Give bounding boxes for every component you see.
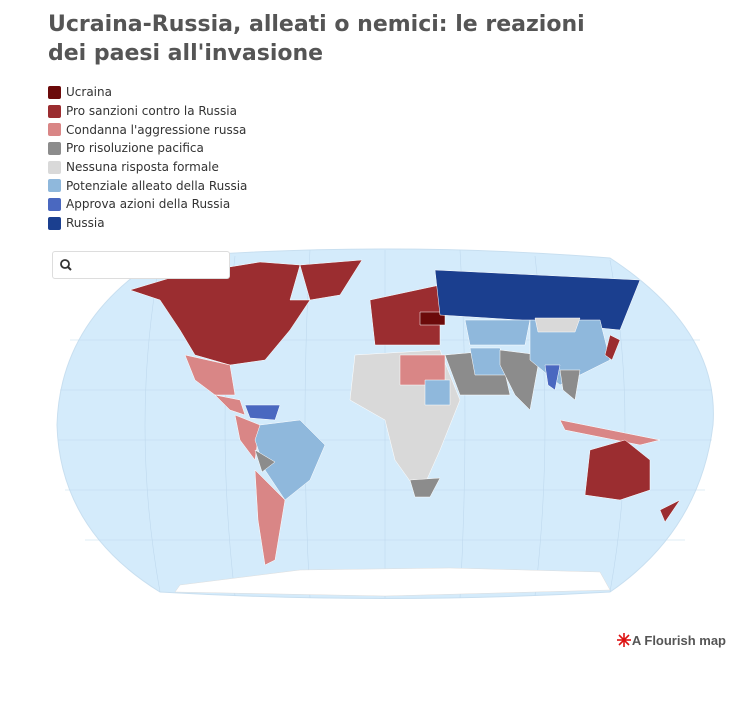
country[interactable] (254, 449, 276, 473)
country[interactable] (129, 261, 311, 366)
search-box[interactable] (52, 251, 230, 279)
flourish-logo (616, 633, 631, 647)
legend-item[interactable]: Russia (48, 214, 247, 233)
legend-label: Ucraina (66, 85, 112, 100)
country[interactable] (244, 404, 281, 421)
country[interactable] (214, 394, 246, 416)
country[interactable] (369, 284, 441, 346)
legend-swatch (48, 141, 61, 155)
legend-label: Russia (66, 216, 105, 231)
legend-item[interactable]: Pro sanzioni contro la Russia (48, 102, 247, 121)
legend-swatch (48, 123, 61, 137)
legend-label: Pro sanzioni contro la Russia (66, 104, 237, 119)
country[interactable] (254, 469, 286, 566)
credit[interactable]: A Flourish map (616, 632, 726, 648)
country[interactable] (559, 419, 661, 446)
legend-item[interactable]: Pro risoluzione pacifica (48, 139, 247, 158)
legend-item[interactable]: Condanna l'aggressione russa (48, 120, 247, 139)
legend-swatch (48, 197, 61, 211)
country[interactable] (544, 364, 561, 391)
legend-label: Pro risoluzione pacifica (66, 141, 204, 156)
country[interactable] (604, 334, 621, 361)
country[interactable] (464, 319, 531, 346)
legend-label: Approva azioni della Russia (66, 197, 231, 212)
countries (129, 259, 681, 597)
legend-swatch (48, 104, 61, 118)
title: Ucraina-Russia, alleati o nemici: le rea… (48, 12, 585, 66)
legend-item[interactable]: Ucraina (48, 83, 247, 102)
country[interactable] (254, 419, 326, 501)
legend-item[interactable]: Nessuna risposta formale (48, 158, 247, 177)
legend-label: Potenziale alleato della Russia (66, 178, 248, 193)
country[interactable] (299, 259, 363, 301)
legend-item[interactable]: Potenziale alleato della Russia (48, 176, 247, 195)
country[interactable] (419, 311, 446, 326)
credit-text: A Flourish map (631, 632, 726, 648)
legend-item[interactable]: Approva azioni della Russia (48, 195, 247, 214)
country[interactable] (409, 477, 441, 498)
legend-label: Nessuna risposta formale (66, 160, 219, 175)
country[interactable] (659, 499, 681, 523)
country[interactable] (234, 414, 261, 461)
country[interactable] (424, 379, 451, 406)
legend-swatch (48, 179, 61, 193)
country[interactable] (534, 317, 581, 333)
country[interactable] (174, 567, 611, 597)
legend-swatch (48, 85, 61, 99)
legend-swatch (48, 216, 61, 230)
legend-swatch (48, 160, 61, 174)
legend-label: Condanna l'aggressione russa (66, 122, 247, 137)
search-icon (60, 259, 72, 271)
country[interactable] (184, 354, 236, 396)
country[interactable] (559, 369, 581, 401)
legend: Ucraina Pro sanzioni contro la Russia Cond… (48, 83, 247, 233)
country[interactable] (584, 439, 651, 501)
